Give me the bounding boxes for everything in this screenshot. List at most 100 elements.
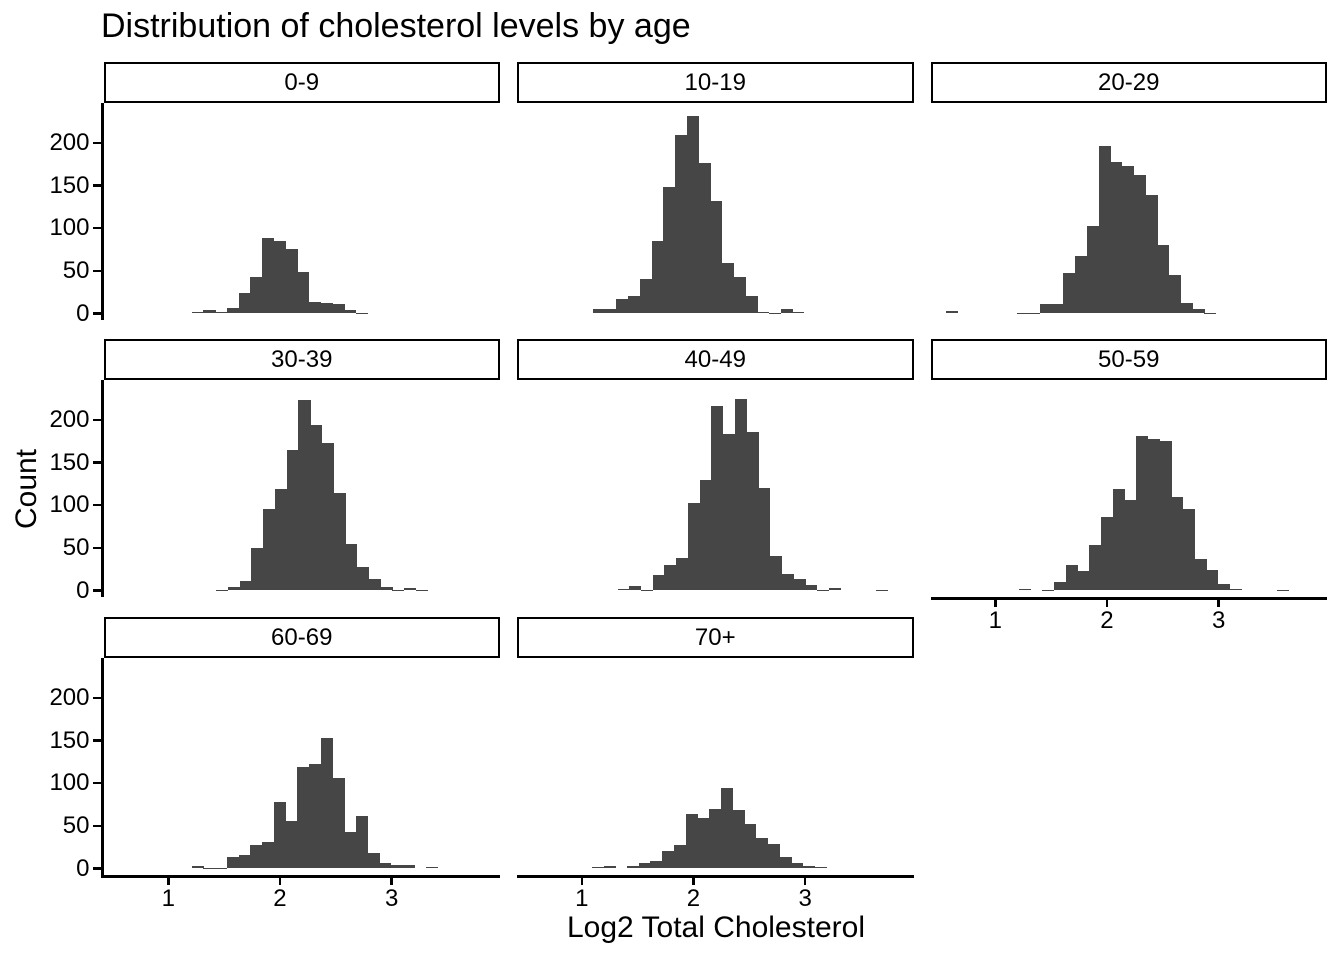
histogram-bar (285, 248, 298, 314)
strip-label: 60-69 (271, 623, 333, 651)
facet-panel (517, 380, 914, 597)
histogram-bar (1159, 441, 1172, 591)
histogram-bar (627, 865, 640, 869)
histogram-bar (191, 311, 204, 314)
histogram-bar (368, 578, 381, 591)
facet-panel (931, 380, 1328, 597)
histogram-bar (332, 778, 345, 869)
x-tick (1105, 599, 1109, 607)
histogram-bar (617, 588, 630, 591)
histogram-bar (768, 312, 781, 314)
y-tick-label: 100 (49, 214, 90, 242)
y-tick-label: 50 (62, 811, 90, 839)
histogram-bar (698, 163, 711, 314)
strip-label: 50-59 (1098, 345, 1160, 373)
histogram-bar (710, 200, 723, 314)
y-tick-label: 200 (49, 405, 90, 433)
histogram-bar (662, 851, 675, 869)
histogram-bar (793, 578, 806, 591)
y-tick (93, 312, 101, 315)
histogram-bar (685, 813, 698, 869)
histogram-bar (792, 311, 805, 314)
histogram-bar (1042, 589, 1055, 591)
y-tick (93, 226, 101, 230)
strip-label: 0-9 (284, 68, 320, 96)
histogram-bar (1100, 517, 1113, 591)
histogram-bar (226, 308, 240, 314)
histogram-bar (226, 856, 240, 869)
histogram-bar (723, 434, 736, 591)
y-tick-label: 100 (49, 491, 90, 519)
histogram-bar (638, 862, 651, 869)
y-tick (93, 824, 101, 828)
histogram-bar (391, 865, 404, 869)
histogram-bar (779, 857, 792, 869)
histogram-bar (297, 766, 310, 869)
y-tick-label: 200 (49, 683, 90, 711)
histogram-bar (1051, 304, 1064, 314)
x-tick (167, 877, 170, 885)
histogram-bar (780, 309, 793, 314)
histogram-bar (651, 240, 664, 314)
histogram-bar (592, 309, 606, 314)
histogram-bar (687, 503, 700, 591)
facet-panel (517, 103, 914, 320)
histogram-bar (309, 763, 322, 869)
x-axis-title: Log2 Total Cholesterol (567, 911, 865, 944)
histogram-bar (1077, 570, 1090, 591)
histogram-bar (1063, 272, 1076, 314)
histogram-bar (1180, 303, 1193, 314)
histogram-bar (733, 276, 746, 314)
histogram-bar (355, 815, 369, 869)
histogram-bar (228, 587, 241, 591)
x-tick-label: 2 (273, 885, 287, 912)
y-tick-label: 50 (62, 533, 90, 561)
histogram-bar (828, 587, 841, 591)
x-tick-label: 2 (686, 885, 701, 912)
histogram-bar (274, 488, 288, 591)
histogram-bar (652, 575, 665, 591)
x-tick-label: 1 (988, 607, 1002, 634)
histogram-bar (1194, 558, 1207, 591)
histogram-bar (1182, 509, 1196, 591)
histogram-bar (616, 298, 629, 314)
histogram-bar (379, 862, 392, 869)
x-tick-label: 3 (384, 885, 399, 912)
y-tick-label: 0 (76, 576, 90, 604)
histogram-bar (402, 865, 415, 869)
histogram-bar (1124, 500, 1137, 591)
histogram-bar (697, 818, 710, 869)
histogram-bar (781, 574, 794, 591)
histogram-bar (357, 567, 370, 591)
histogram-bar (640, 589, 654, 591)
facet-panel (517, 658, 914, 875)
chart-title: Distribution of cholesterol levels by ag… (101, 7, 691, 45)
histogram-bar (1133, 175, 1146, 314)
histogram-bar (628, 296, 641, 314)
y-tick (93, 269, 101, 273)
histogram-bar (250, 845, 263, 869)
histogram-bar (1192, 309, 1205, 314)
histogram-bar (1086, 226, 1099, 314)
histogram-bar (215, 311, 228, 314)
histogram-bar (1053, 581, 1067, 591)
histogram-bar (215, 867, 228, 869)
x-tick (692, 877, 695, 885)
y-tick-label: 100 (49, 769, 90, 797)
histogram-bar (1206, 570, 1219, 591)
histogram-bar (1171, 496, 1184, 591)
y-tick (93, 184, 101, 187)
histogram-bar (686, 116, 699, 314)
y-tick-label: 150 (49, 171, 90, 199)
histogram-bar (251, 547, 264, 591)
facet-strip: 60-69 (103, 617, 500, 658)
histogram-bar (757, 311, 770, 314)
facet-strip: 20-29 (930, 62, 1327, 103)
x-tick-label: 2 (1100, 607, 1114, 634)
histogram-bar (746, 431, 759, 591)
histogram-bar (309, 301, 322, 314)
x-tick-label: 3 (798, 885, 812, 912)
y-axis-line (101, 380, 104, 597)
histogram-bar (344, 310, 357, 314)
